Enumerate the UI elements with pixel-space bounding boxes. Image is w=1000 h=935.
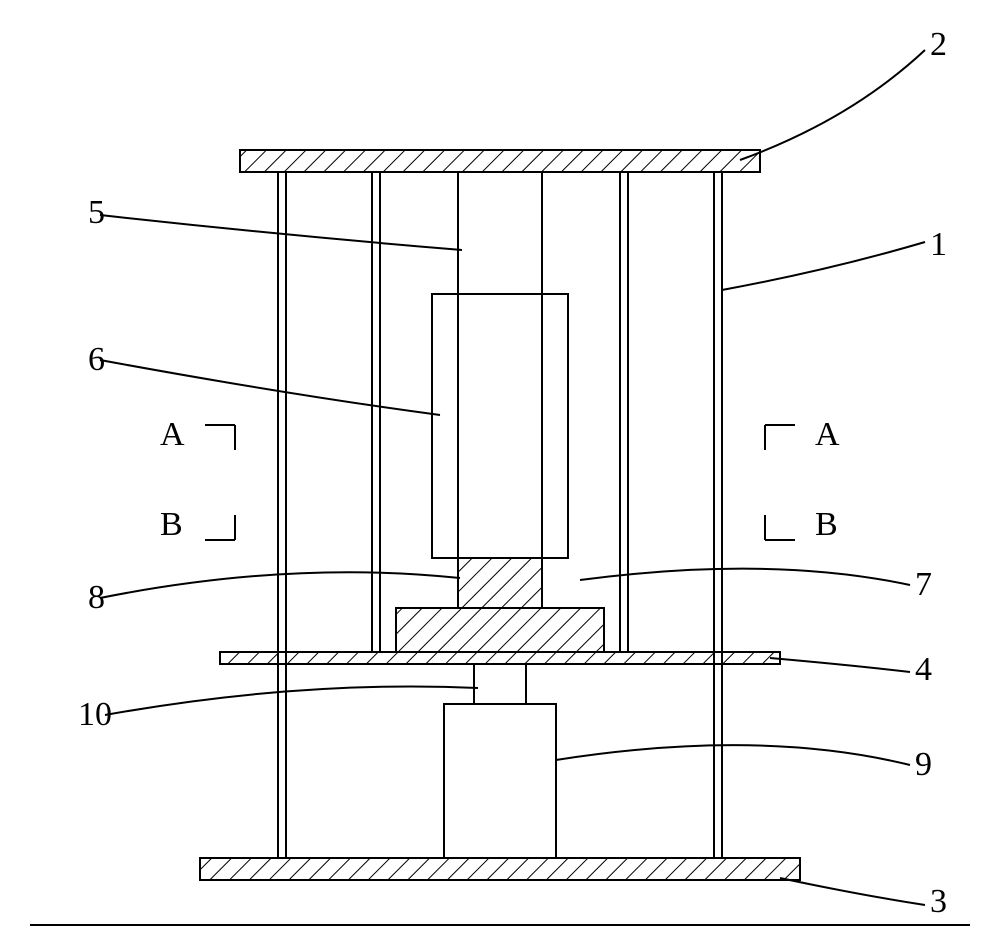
- center-sleeve: [432, 294, 568, 558]
- flange: [396, 608, 604, 652]
- leader-label-6: 6: [88, 341, 105, 378]
- section-label-A_left: A: [160, 416, 185, 453]
- leader-line-8: [100, 572, 460, 598]
- section-label-B_right: B: [815, 506, 838, 543]
- leader-label-10: 10: [78, 696, 112, 733]
- leader-label-8: 8: [88, 579, 105, 616]
- leader-line-9: [556, 745, 910, 765]
- leader-label-9: 9: [915, 746, 932, 783]
- section-label-B_left: B: [160, 506, 183, 543]
- leader-label-7: 7: [915, 566, 932, 603]
- spacer: [474, 664, 526, 704]
- leader-label-2: 2: [930, 26, 947, 63]
- middle-plate: [220, 652, 780, 664]
- center-top-stub: [458, 172, 542, 294]
- leader-label-5: 5: [88, 194, 105, 231]
- leader-label-4: 4: [915, 651, 932, 688]
- leader-line-6: [100, 360, 440, 415]
- leader-label-3: 3: [930, 883, 947, 920]
- top-plate: [240, 150, 760, 172]
- leader-line-3: [780, 878, 925, 905]
- leader-line-1: [722, 242, 925, 290]
- base-block: [444, 704, 556, 858]
- leader-line-2: [740, 50, 925, 160]
- leader-line-10: [105, 687, 478, 715]
- section-label-A_right: A: [815, 416, 840, 453]
- leader-line-4: [770, 658, 910, 672]
- bottom-plate: [200, 858, 800, 880]
- leader-line-5: [100, 215, 462, 250]
- leader-line-7: [580, 569, 910, 585]
- leader-label-1: 1: [930, 226, 947, 263]
- piston-top: [458, 558, 542, 608]
